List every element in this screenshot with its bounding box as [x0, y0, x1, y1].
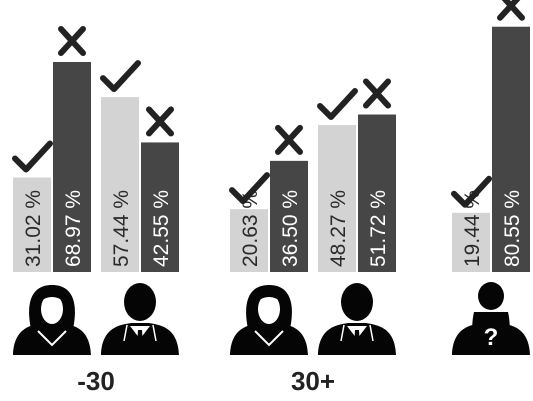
bar-value-label: 20.63 % [239, 190, 262, 267]
check-icon [12, 140, 53, 173]
cross-icon [275, 124, 303, 155]
man-icon [318, 283, 396, 355]
yes-bar [318, 125, 356, 272]
yes-bar [230, 209, 268, 272]
bar-value-label: 51.72 % [367, 190, 390, 267]
man-icon [101, 283, 179, 355]
bar-value-label: 19.44 % [461, 190, 484, 267]
yes-bar [452, 212, 490, 272]
no-bar [492, 26, 530, 272]
bar-value-label: 48.27 % [327, 190, 350, 267]
no-bar [358, 114, 396, 272]
bar-value-label: 68.97 % [62, 190, 85, 267]
check-icon [317, 88, 358, 121]
yes-bar [101, 97, 139, 272]
cross-icon [146, 106, 174, 137]
group-label: -30 [77, 366, 115, 396]
bar-value-label: 42.55 % [150, 190, 173, 267]
bar-value-label: 57.44 % [110, 190, 133, 267]
yes-bar [13, 177, 51, 272]
cross-icon [363, 78, 391, 109]
check-icon [100, 60, 141, 93]
check-icon [451, 175, 492, 208]
group-1: 31.02 % 68.97 % 57.44 % 42.55 % -30 [13, 61, 179, 396]
check-icon [229, 172, 270, 205]
unknown-person-icon: ? [452, 282, 530, 355]
woman-icon [13, 285, 91, 355]
woman-icon [230, 285, 308, 355]
cross-icon [58, 25, 86, 56]
group-3: 19.44 % 80.55 % [452, 26, 530, 272]
bar-value-label: 31.02 % [22, 190, 45, 267]
cross-icon [497, 0, 525, 21]
group-label: 30+ [291, 366, 335, 396]
no-bar [270, 160, 308, 272]
no-bar [141, 142, 179, 272]
bar-value-label: 36.50 % [279, 190, 302, 267]
svg-text:?: ? [484, 324, 499, 351]
bar-value-label: 80.55 % [501, 190, 524, 267]
no-bar [53, 61, 91, 272]
group-2: 20.63 % 36.50 % 48.27 % 51.72 % 30+ [230, 114, 396, 396]
